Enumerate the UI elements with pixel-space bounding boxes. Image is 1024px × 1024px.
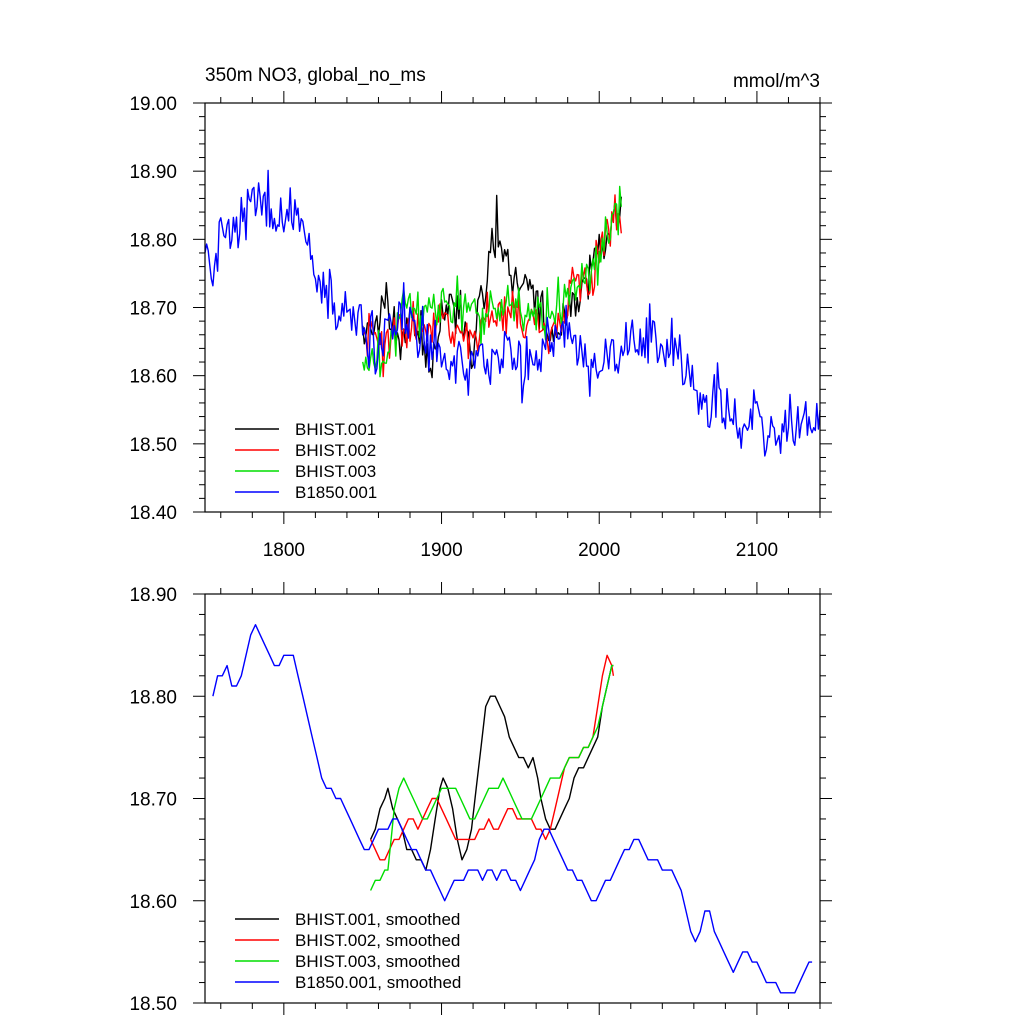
chart-title: 350m NO3, global_no_ms [205,65,426,86]
y-tick-label: 18.50 [129,435,177,456]
series-line-bhist-002 [362,194,622,378]
y-tick-label: 18.60 [129,892,177,913]
y-tick-label: 18.80 [129,230,177,251]
y-tick-label: 18.70 [129,299,177,320]
series-line-bhist-001-smoothed [369,664,614,871]
x-tick-label: 2000 [578,540,620,561]
y-tick-label: 18.90 [129,585,177,606]
x-tick-label: 2100 [736,540,778,561]
legend-label: BHIST.002, smoothed [295,931,460,950]
y-tick-label: 19.00 [129,94,177,115]
series-line-bhist-003-smoothed [369,664,614,891]
legend-label: B1850.001, smoothed [295,973,461,992]
series-group [204,169,821,457]
legend-label: B1850.001 [295,483,377,502]
x-tick-label: 1900 [420,540,462,561]
y-tick-label: 18.40 [129,503,177,524]
y-tick-label: 18.80 [129,687,177,708]
legend-label: BHIST.001 [295,420,376,439]
legend: BHIST.001 BHIST.002 BHIST.003 B1850.001 [235,420,377,502]
series-line-b1850-001 [204,169,821,457]
legend-label: BHIST.002 [295,441,376,460]
y-tick-label: 18.60 [129,367,177,388]
units-label: mmol/m^3 [733,71,820,92]
y-tick-label: 18.50 [129,994,177,1015]
top-panel: 18.40 18.50 18.60 18.70 18.80 18.90 19.00 1800 1… [129,65,832,561]
series-line-b1850-001-smoothed [212,624,813,994]
x-tick-label: 1800 [263,540,305,561]
series-line-bhist-003 [362,185,622,378]
series-group [212,624,813,994]
legend-label: BHIST.003 [295,462,376,481]
y-tick-label: 18.90 [129,162,177,183]
legend: BHIST.001, smoothed BHIST.002, smoothed BH… [235,910,461,992]
y-tick-label: 18.70 [129,790,177,811]
bottom-panel: 18.50 18.60 18.70 18.80 18.90 BHIST.001, smoo… [129,582,832,1015]
legend-label: BHIST.001, smoothed [295,910,460,929]
legend-label: BHIST.003, smoothed [295,952,460,971]
